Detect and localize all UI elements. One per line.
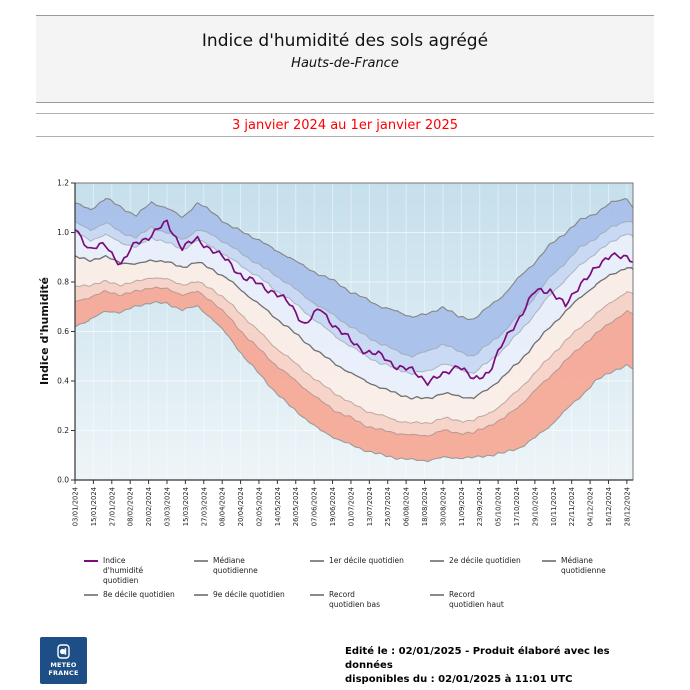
- series-line: [74, 300, 634, 463]
- x-tick-label: 19/06/2024: [329, 487, 337, 526]
- legend-key-line: [310, 560, 324, 562]
- x-tick-label: 27/03/2024: [200, 487, 208, 526]
- series-line: [74, 254, 634, 400]
- chart-legend: Indice d'humidité quotidien Médiane quoti…: [84, 556, 624, 610]
- x-tick-label: 07/06/2024: [311, 487, 319, 526]
- legend-item: Médiane quotidienne: [194, 556, 310, 585]
- x-tick-label: 08/04/2024: [219, 487, 227, 526]
- legend-item: 8e décile quotidien: [84, 590, 194, 610]
- x-tick-label: 02/05/2024: [255, 487, 263, 526]
- x-tick-label: 25/07/2024: [384, 487, 392, 526]
- legend-item: Indice d'humidité quotidien: [84, 556, 194, 585]
- series-line: [74, 277, 634, 425]
- x-tick-label: 22/11/2024: [568, 487, 576, 526]
- x-tick-label: 16/12/2024: [605, 487, 613, 526]
- band-fill: [75, 198, 633, 358]
- region-subtitle: Hauts-de-France: [291, 56, 399, 71]
- x-tick-label: 20/04/2024: [237, 487, 245, 526]
- legend-label: Record quotidien bas: [329, 590, 380, 609]
- x-tick-label: 29/10/2024: [531, 487, 539, 526]
- y-tick-label: 0.8: [57, 278, 69, 287]
- series-line: [74, 221, 634, 358]
- x-tick-label: 23/09/2024: [476, 487, 484, 526]
- edition-note-line1: Edité le : 02/01/2025 - Produit élaboré …: [345, 646, 610, 671]
- series-line: [74, 219, 634, 387]
- y-axis-title: Indice d'humidité: [38, 277, 51, 385]
- x-tick-label: 20/02/2024: [145, 487, 153, 526]
- x-tick-label: 05/10/2024: [495, 487, 503, 526]
- legend-key-line: [430, 594, 444, 597]
- logo-text-line1: METEO: [50, 660, 77, 669]
- x-tick-label: 26/05/2024: [292, 487, 300, 526]
- x-tick-label: 27/01/2024: [108, 487, 116, 526]
- legend-key-line: [542, 560, 556, 562]
- x-tick-label: 03/03/2024: [163, 487, 171, 526]
- y-tick-label: 1.0: [57, 228, 69, 237]
- y-tick-label: 0.0: [57, 476, 69, 485]
- meteo-france-logo-icon: [57, 643, 70, 659]
- legend-label: 8e décile quotidien: [103, 590, 175, 600]
- y-tick-label: 0.6: [57, 327, 69, 336]
- legend-item: 2e décile quotidien: [430, 556, 542, 585]
- x-tick-label: 15/03/2024: [182, 487, 190, 526]
- legend-key-line: [194, 560, 208, 562]
- x-tick-label: 30/08/2024: [439, 487, 447, 526]
- legend-label: Médiane quotidienne: [213, 556, 258, 575]
- humidity-chart: 0.0 0.2 0.4 0.6 0.8 1.0 1.2 03/01/2024 15/01/202…: [38, 179, 634, 526]
- period-text: 3 janvier 2024 au 1er janvier 2025: [232, 117, 458, 133]
- legend-item: Record quotidien haut: [430, 590, 542, 610]
- x-tick-label: 04/12/2024: [587, 487, 595, 526]
- page-title: Indice d'humidité des sols agrégé: [201, 31, 489, 51]
- legend-item: 1er décile quotidien: [310, 556, 430, 585]
- edition-note-line2: disponibles du : 02/01/2025 à 11:01 UTC: [345, 674, 573, 685]
- legend-label: 1er décile quotidien: [329, 556, 404, 565]
- legend-key-line: [310, 594, 324, 597]
- legend-item: Médiane quotidienne: [542, 556, 624, 585]
- x-tick-label: 01/07/2024: [347, 487, 355, 526]
- period-banner: 3 janvier 2024 au 1er janvier 2025: [36, 113, 654, 137]
- y-tick-label: 0.2: [57, 426, 69, 435]
- band-fill: [75, 287, 633, 462]
- legend-label: Médiane quotidienne: [561, 556, 606, 575]
- legend-label: 9e décile quotidien: [213, 590, 285, 600]
- x-tick-label: 06/08/2024: [403, 487, 411, 526]
- logo-text-line2: FRANCE: [48, 669, 79, 677]
- legend-item: Record quotidien bas: [310, 590, 430, 610]
- x-tick-label: 18/08/2024: [421, 487, 429, 526]
- x-tick-label: 03/01/2024: [72, 487, 80, 526]
- series-line: [74, 198, 634, 321]
- x-tick-label: 08/02/2024: [127, 487, 135, 526]
- x-tick-label: 17/10/2024: [513, 487, 521, 526]
- legend-label: Record quotidien haut: [449, 590, 504, 609]
- title-block: Indice d'humidité des sols agrégé Hauts-…: [36, 16, 654, 103]
- legend-key-line: [84, 594, 98, 597]
- legend-label: Indice d'humidité quotidien: [103, 556, 144, 585]
- x-tick-label: 11/09/2024: [458, 487, 466, 526]
- x-tick-label: 15/01/2024: [90, 487, 98, 526]
- series-line: [74, 286, 634, 437]
- meteo-france-logo: METEO FRANCE: [40, 637, 87, 684]
- band-fill: [75, 255, 633, 424]
- x-tick-label: 13/07/2024: [366, 487, 374, 526]
- legend-key-line: [430, 560, 444, 562]
- x-tick-label: 14/05/2024: [274, 487, 282, 526]
- y-tick-label: 1.2: [57, 179, 69, 188]
- legend-key-line: [194, 594, 208, 597]
- legend-key-line: [84, 560, 98, 562]
- edition-note: Edité le : 02/01/2025 - Produit élaboré …: [345, 645, 655, 687]
- legend-label: 2e décile quotidien: [449, 556, 521, 565]
- legend-item: 9e décile quotidien: [194, 590, 310, 610]
- x-tick-label: 28/12/2024: [623, 487, 631, 526]
- top-divider: [36, 15, 654, 16]
- series-line: [74, 230, 634, 376]
- y-tick-label: 0.4: [57, 377, 69, 386]
- x-tick-label: 10/11/2024: [550, 487, 558, 526]
